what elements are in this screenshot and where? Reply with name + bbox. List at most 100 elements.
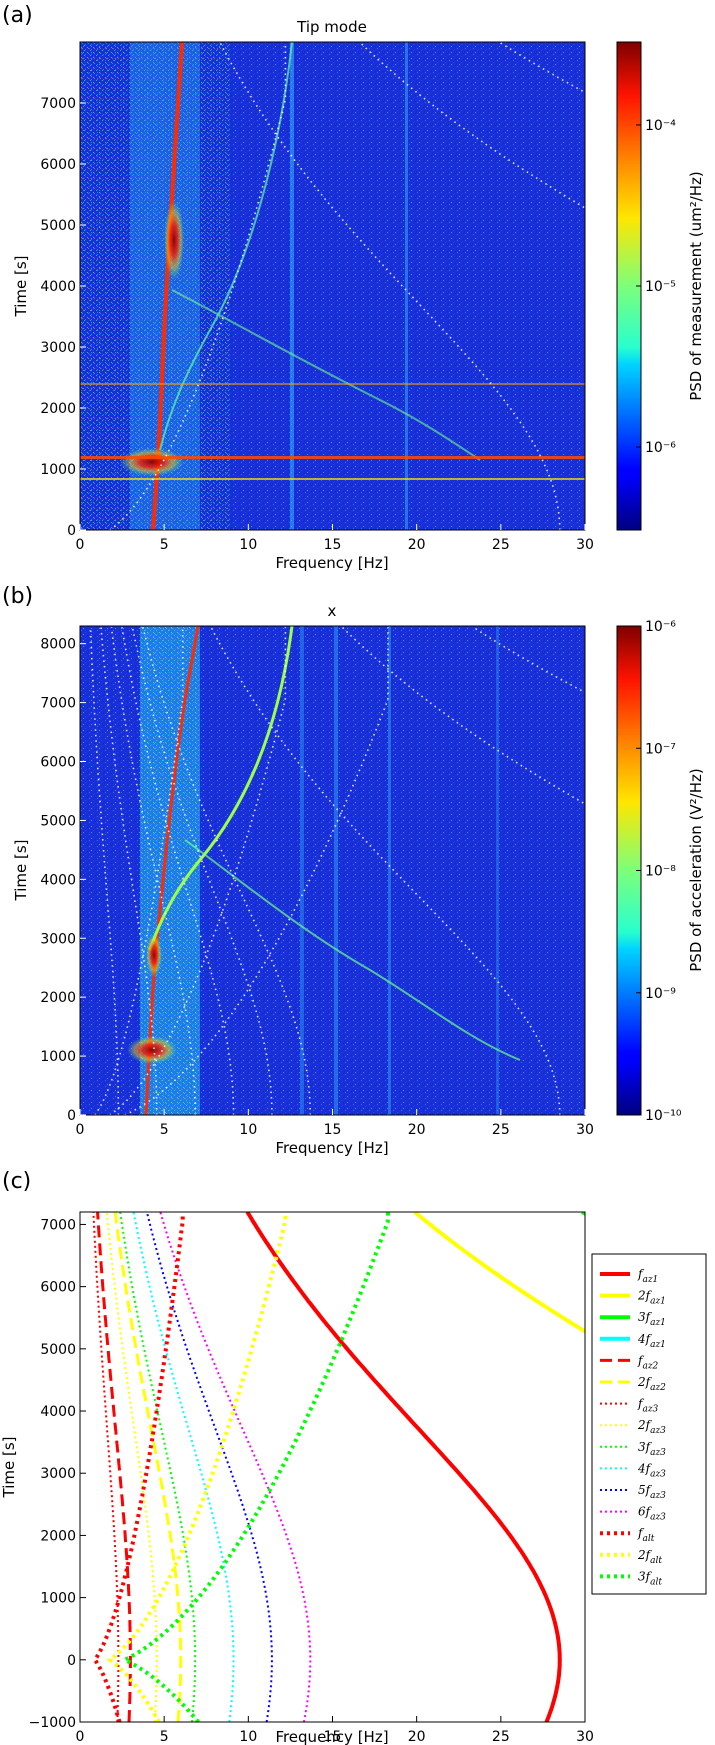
panel-b-ylabel: Time [s] — [12, 840, 30, 902]
legend-label-f_az1: faz1 — [637, 1267, 658, 1285]
panel-a-colorbar-label: PSD of measurement (um²/Hz) — [687, 171, 705, 401]
panel-c-legend — [591, 1253, 707, 1595]
ytick-label: 7000 — [40, 696, 76, 712]
overlay-f_alt — [94, 627, 184, 1115]
xtick-label: 15 — [324, 537, 342, 553]
ytick-label: 7000 — [40, 96, 76, 112]
series-line-2f_alt — [106, 1212, 288, 1722]
panel-a-hline-1150 — [80, 456, 585, 459]
xtick-label: 20 — [408, 537, 426, 553]
panel-b-mode-curve — [144, 625, 200, 1116]
panel-a-xticks: 0 5 10 15 20 25 30 — [76, 524, 594, 553]
panel-b-colorbar-ticks: 10⁻¹⁰ 10⁻⁹ 10⁻⁸ 10⁻⁷ 10⁻⁶ — [636, 619, 682, 1124]
ytick-label: 6000 — [40, 1280, 76, 1296]
panel-a-colorbar — [616, 41, 642, 531]
ytick-label: 5000 — [40, 1342, 76, 1358]
series-line-4f_az3 — [132, 1212, 235, 1722]
panel-b-line-18hz — [388, 626, 391, 1115]
series-line-f_az3 — [92, 1212, 120, 1722]
panel-c: (c) 0 5 10 15 20 25 30 −1000010002000300040005… — [0, 1169, 707, 1745]
series-line-2f_az2 — [113, 1212, 183, 1722]
ytick-label: 0 — [67, 1653, 76, 1669]
xtick-label: 25 — [492, 537, 510, 553]
colorbar-tick-label: 10⁻⁹ — [645, 986, 676, 1002]
panel-a-ylabel: Time [s] — [12, 256, 30, 318]
ytick-label: 0 — [67, 523, 76, 539]
xtick-label: 10 — [239, 1122, 257, 1138]
panel-b-yticks: 0 1000 2000 3000 4000 5000 6000 7000 8000 — [40, 637, 86, 1124]
panel-b-xlabel: Frequency [Hz] — [275, 1139, 388, 1157]
series-line-3f_az3 — [119, 1212, 197, 1722]
legend-label-3f_az3: 3faz3 — [638, 1440, 666, 1458]
panel-b-line-15hz — [334, 626, 338, 1115]
xtick-label: 0 — [76, 1729, 85, 1745]
xtick-label: 5 — [160, 1122, 169, 1138]
ytick-label: 7000 — [40, 1217, 76, 1233]
overlay-4f_az3 — [121, 627, 235, 1115]
ytick-label: 2000 — [40, 990, 76, 1006]
series-line-6f_az3 — [159, 1212, 312, 1722]
panel-a-yticks: 0 1000 2000 3000 4000 5000 6000 7000 — [40, 96, 86, 539]
panel-c-lines — [92, 1212, 585, 1722]
panel-b-branch-2 — [184, 839, 521, 1061]
panel-b-line-25hz — [496, 626, 499, 1115]
colorbar-tick-label: 10⁻⁸ — [645, 864, 676, 880]
xtick-label: 10 — [239, 1729, 257, 1745]
xtick-label: 20 — [408, 1122, 426, 1138]
xtick-label: 10 — [239, 537, 257, 553]
legend-label-f_alt: falt — [637, 1526, 655, 1544]
overlay-6f_az3 — [142, 626, 312, 1115]
xtick-label: 30 — [576, 1122, 594, 1138]
panel-b-hotspot — [127, 1036, 177, 1064]
panel-a-dotted-overlays — [109, 42, 585, 530]
panel-c-axes-bg — [80, 1212, 585, 1722]
legend-label-f_az2: faz2 — [637, 1353, 659, 1371]
overlay-5f_az3 — [131, 627, 273, 1115]
panel-b-line-13hz — [300, 626, 304, 1115]
panel-a-xlabel: Frequency [Hz] — [275, 554, 388, 572]
overlay-3f_alt — [124, 627, 389, 1115]
ytick-label: 8000 — [40, 637, 76, 653]
ytick-label: 2000 — [40, 1528, 76, 1544]
xtick-label: 20 — [408, 1729, 426, 1745]
ytick-label: 6000 — [40, 157, 76, 173]
panel-a-line-18hz — [405, 42, 408, 530]
ytick-label: 1000 — [40, 462, 76, 478]
panel-a-hline-800 — [80, 478, 585, 480]
ytick-label: 3000 — [40, 1466, 76, 1482]
legend-label-6f_az3: 6faz3 — [638, 1505, 666, 1523]
legend-label-2f_az3: 2faz3 — [637, 1418, 666, 1436]
panel-b-xticks: 0 5 10 15 20 25 30 — [76, 1109, 594, 1138]
panel-b-branch-1 — [148, 625, 294, 951]
xtick-label: 0 — [76, 1122, 85, 1138]
ytick-label: 2000 — [40, 401, 76, 417]
overlay-f_az1 — [218, 42, 561, 530]
panel-c-xlabel: Frequency [Hz] — [275, 1728, 388, 1745]
ytick-label: 4000 — [40, 279, 76, 295]
legend-label-3f_az1: 3faz1 — [638, 1310, 666, 1328]
ytick-label: 4000 — [40, 1404, 76, 1420]
ytick-label: 3000 — [40, 340, 76, 356]
panel-b-dotted-overlays — [89, 626, 585, 1115]
colorbar-tick-label: 10⁻⁷ — [645, 741, 676, 757]
panel-b: (b) x 0 5 10 15 20 25 30 0 1000 2000 3000 4000 5000… — [2, 584, 705, 1157]
xtick-label: 25 — [492, 1729, 510, 1745]
panel-a-colorbar-ticks: 10⁻⁶ 10⁻⁵ 10⁻⁴ — [636, 118, 676, 456]
ytick-label: 5000 — [40, 813, 76, 829]
panel-b-title: x — [328, 602, 337, 620]
ytick-label: 1000 — [40, 1049, 76, 1065]
overlay-3f_az3 — [110, 627, 196, 1115]
legend-label-2f_alt: 2falt — [637, 1548, 662, 1566]
colorbar-tick-label: 10⁻¹⁰ — [645, 1108, 682, 1124]
overlay-2f_alt — [109, 42, 287, 530]
panel-a-branch-2 — [171, 289, 481, 461]
ytick-label: 3000 — [40, 931, 76, 947]
xtick-label: 25 — [492, 1122, 510, 1138]
legend-label-2f_az2: 2faz2 — [637, 1375, 666, 1393]
xtick-label: 30 — [576, 537, 594, 553]
series-line-5f_az3 — [145, 1212, 273, 1722]
xtick-label: 30 — [576, 1729, 594, 1745]
legend-label-5f_az3: 5faz3 — [638, 1483, 666, 1501]
panel-c-yticks: −1000 0 1000 2000 3000 4000 5000 6000 7000 — [29, 1217, 86, 1731]
